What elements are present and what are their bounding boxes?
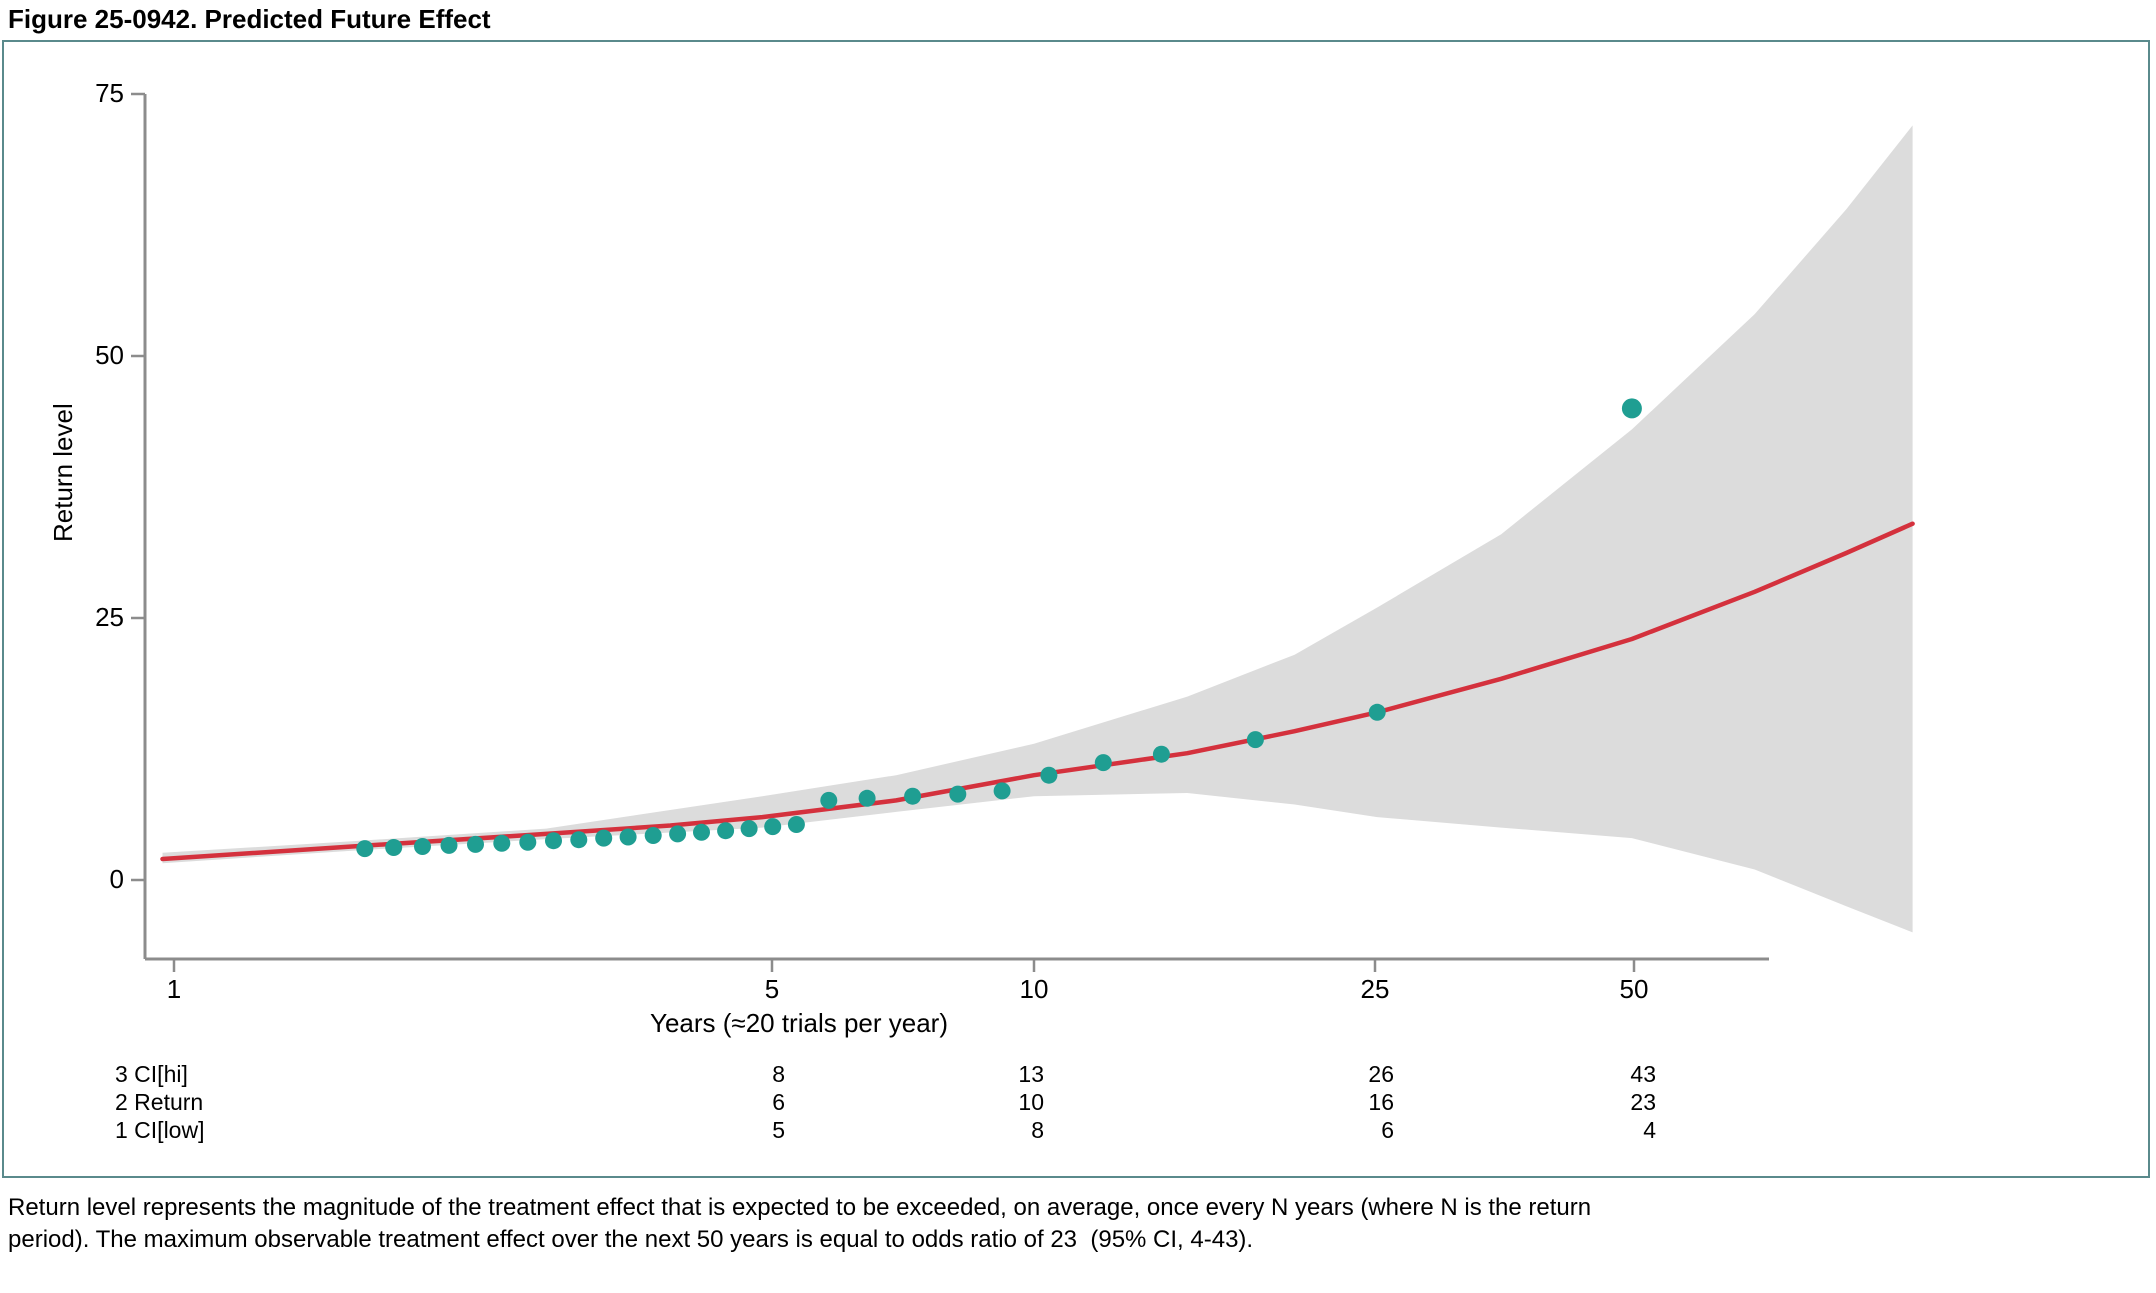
caption-line-2: period). The maximum observable treatmen…	[8, 1226, 1254, 1253]
y-tick-label: 25	[95, 602, 124, 632]
observation-point	[1152, 745, 1170, 763]
observation-point	[545, 832, 562, 850]
observation-point	[467, 835, 484, 853]
y-tick-label: 0	[109, 864, 124, 894]
y-axis-label: Return level	[48, 403, 78, 542]
observation-point	[519, 833, 537, 851]
x-tick-label: 25	[1360, 974, 1390, 1004]
chart-panel: Return level Years (≈20 trials per year)…	[2, 40, 2150, 1178]
table-cell-value: 6	[772, 1089, 785, 1115]
observation-point	[619, 828, 637, 846]
observation-point	[493, 834, 511, 852]
y-tick-label: 50	[95, 340, 124, 370]
table-cell-value: 26	[1368, 1061, 1394, 1087]
observation-point	[570, 831, 588, 849]
observation-point	[1621, 398, 1642, 419]
table-cell-value: 23	[1630, 1089, 1656, 1115]
observation-point	[820, 791, 838, 809]
x-tick-label: 5	[764, 974, 780, 1004]
observation-point	[1040, 766, 1058, 784]
observation-point	[740, 820, 758, 838]
observation-point	[1368, 703, 1386, 721]
observation-point	[644, 827, 662, 844]
table-row-label: 1 CI[low]	[115, 1117, 205, 1143]
observation-point	[440, 836, 458, 854]
y-tick-label: 75	[95, 78, 124, 108]
observation-point	[949, 785, 967, 803]
table-row-label: 3 CI[hi]	[115, 1061, 188, 1087]
observation-point	[764, 818, 782, 836]
observation-point	[669, 825, 687, 843]
table-cell-value: 13	[1018, 1061, 1044, 1087]
confidence-band	[162, 125, 1913, 933]
observation-point	[717, 822, 735, 840]
observation-point	[693, 823, 710, 841]
table-cell-value: 43	[1630, 1061, 1656, 1087]
caption-line-1: Return level represents the magnitude of…	[8, 1194, 1592, 1221]
observation-point	[356, 840, 374, 858]
observation-point	[1246, 731, 1264, 749]
observation-point	[595, 829, 613, 847]
x-tick-label: 50	[1619, 974, 1649, 1004]
table-cell-value: 4	[1643, 1117, 1656, 1143]
observation-point	[858, 789, 876, 807]
table-cell-value: 5	[772, 1117, 785, 1143]
table-row-label: 2 Return	[115, 1089, 204, 1115]
observation-point	[787, 816, 805, 833]
x-tick-label: 10	[1019, 974, 1049, 1004]
observation-point	[1094, 754, 1112, 772]
x-axis-label: Years (≈20 trials per year)	[650, 1008, 948, 1038]
observation-point	[385, 839, 403, 856]
observation-point	[993, 782, 1011, 800]
observation-point	[414, 838, 431, 855]
return-level-plot	[131, 92, 1915, 972]
figure-title: Figure 25-0942. Predicted Future Effect	[8, 4, 491, 34]
table-cell-value: 16	[1368, 1089, 1394, 1115]
return-level-line	[160, 521, 1915, 862]
table-cell-value: 10	[1018, 1089, 1044, 1115]
table-cell-value: 8	[772, 1061, 785, 1087]
figure-caption: Return level represents the magnitude of…	[8, 1192, 1591, 1256]
table-cell-value: 6	[1381, 1117, 1394, 1143]
x-tick-label: 1	[166, 974, 182, 1004]
observation-point	[904, 787, 922, 805]
table-cell-value: 8	[1031, 1117, 1044, 1143]
